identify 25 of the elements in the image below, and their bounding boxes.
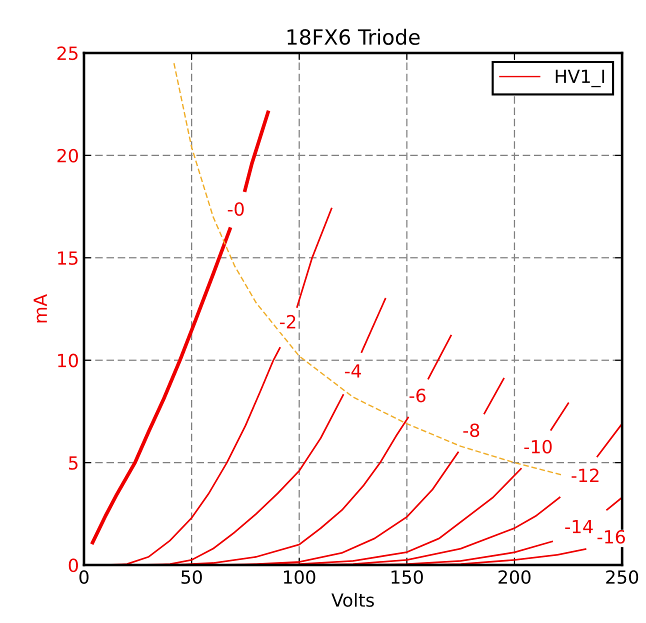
y-axis-title: mA bbox=[34, 294, 47, 322]
x-tick-label: 50 bbox=[182, 570, 202, 584]
annotation: -0 bbox=[228, 202, 244, 216]
y-tick-label: 10 bbox=[58, 354, 78, 368]
annotation: -8 bbox=[463, 423, 480, 438]
annotation: -10 bbox=[524, 440, 552, 454]
x-tick-label: 0 bbox=[79, 570, 89, 584]
chart-title: 18FX6 Triode bbox=[288, 28, 420, 45]
annotation: -2 bbox=[280, 314, 296, 328]
x-tick-label: 150 bbox=[392, 570, 423, 584]
annotation: -14 bbox=[565, 520, 593, 534]
y-tick-label: 5 bbox=[69, 456, 78, 470]
x-tick-label: 200 bbox=[498, 570, 531, 584]
x-tick-label: 100 bbox=[284, 570, 316, 584]
annotation: -4 bbox=[344, 364, 362, 378]
y-tick-label: 0 bbox=[68, 558, 78, 572]
y-tick-label: 20 bbox=[57, 148, 78, 162]
annotation: -12 bbox=[572, 468, 598, 482]
legend-label: HV1_I bbox=[556, 70, 604, 88]
x-tick-label: 250 bbox=[606, 570, 638, 584]
y-tick-label: 25 bbox=[57, 46, 78, 60]
annotation: -16 bbox=[597, 530, 625, 544]
x-axis-title: Volts bbox=[331, 592, 374, 607]
y-tick-label: 15 bbox=[58, 251, 78, 265]
annotation: -6 bbox=[409, 388, 426, 402]
